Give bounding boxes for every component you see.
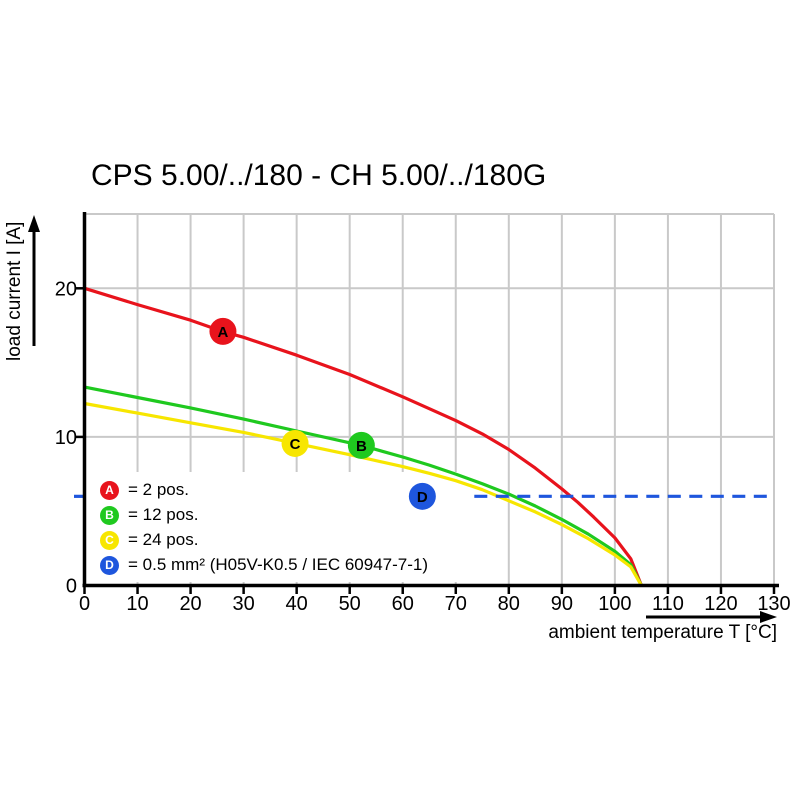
- y-tick-label: 10: [55, 427, 77, 449]
- marker-B-letter: B: [356, 438, 367, 455]
- x-tick-label: 50: [339, 593, 361, 615]
- marker-D-icon: [408, 482, 436, 510]
- legend-label-b: = 12 pos.: [128, 505, 199, 524]
- x-tick-label: 30: [232, 593, 254, 615]
- series-C-curve: [84, 401, 643, 587]
- x-tick-label: 40: [286, 593, 308, 615]
- marker-B-icon: [347, 431, 375, 459]
- legend-marker-c-icon: C: [100, 530, 119, 550]
- legend-item-a: A = 2 pos.: [100, 480, 189, 500]
- x-tick-label: 100: [598, 593, 631, 615]
- marker-C-letter: C: [290, 436, 301, 453]
- marker-A-letter: A: [218, 324, 229, 341]
- x-axis-arrow-head: [760, 611, 777, 623]
- chart-title: CPS 5.00/../180 - CH 5.00/../180G: [91, 159, 547, 192]
- x-axis-label: ambient temperature T [°C]: [548, 622, 777, 643]
- legend-item-b: B = 12 pos.: [100, 505, 198, 525]
- y-tick-label: 20: [55, 278, 77, 300]
- legend-marker-a-icon: A: [100, 480, 119, 500]
- legend-marker-b-icon: B: [100, 505, 119, 525]
- series-B-curve: [84, 385, 643, 587]
- x-tick-label: 0: [79, 593, 90, 615]
- legend: A = 2 pos. B = 12 pos. C = 24 pos. D = 0…: [86, 472, 466, 582]
- marker-A-icon: [209, 317, 237, 345]
- x-tick-label: 110: [652, 593, 684, 615]
- x-tick-label: 60: [392, 593, 414, 615]
- x-tick-label: 120: [704, 593, 737, 615]
- legend-item-c: C = 24 pos.: [100, 530, 198, 550]
- x-tick-label: 10: [126, 593, 148, 615]
- x-tick-label: 80: [498, 593, 520, 615]
- marker-C-icon: [281, 429, 309, 457]
- legend-backdrop: [86, 472, 466, 582]
- x-tick-label: 130: [757, 593, 790, 615]
- legend-label-a: = 2 pos.: [128, 480, 189, 499]
- y-tick-label: 0: [66, 576, 77, 598]
- legend-item-d: D = 0.5 mm² (H05V-K0.5 / IEC 60947-7-1): [100, 555, 428, 575]
- x-tick-label: 70: [445, 593, 467, 615]
- x-tick-label: 20: [179, 593, 201, 615]
- marker-D-letter: D: [417, 489, 428, 506]
- legend-label-d: = 0.5 mm² (H05V-K0.5 / IEC 60947-7-1): [128, 555, 428, 574]
- x-tick-label: 90: [551, 593, 573, 615]
- legend-label-c: = 24 pos.: [128, 530, 199, 549]
- legend-marker-d-icon: D: [100, 555, 119, 575]
- y-axis-arrow-head: [28, 215, 40, 232]
